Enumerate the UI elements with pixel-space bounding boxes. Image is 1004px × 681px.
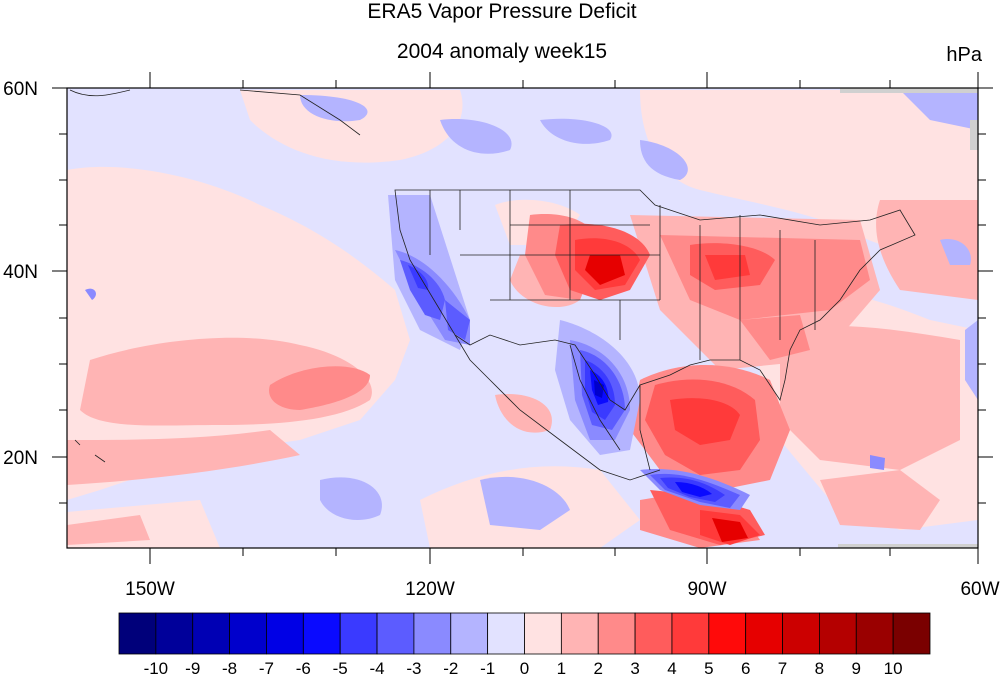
colorbar: -10 -9 -8 -7 -6 -5 -4 -3 -2 -1 0 1 2 3 4 5 6 7 8 9 10: [118, 612, 931, 678]
colorbar-tick-label: 10: [884, 659, 903, 678]
map-ticks: [52, 72, 993, 564]
colorbar-tick-label: 7: [778, 659, 787, 678]
colorbar-tick-label: -7: [259, 659, 274, 678]
colorbar-tick-label: 2: [593, 659, 602, 678]
colorbar-tick-label: 0: [520, 659, 529, 678]
units-label: hPa: [946, 44, 982, 66]
map-title: ERA5 Vapor Pressure Deficit: [367, 0, 637, 23]
colorbar-tick-label: 1: [557, 659, 566, 678]
colorbar-tick-label: 5: [704, 659, 713, 678]
colorbar-tick-label: -8: [222, 659, 237, 678]
lon-label-120w: 120W: [405, 579, 455, 600]
lon-label-90w: 90W: [687, 579, 726, 600]
colorbar-tick-label: -10: [144, 659, 169, 678]
colorbar-swatch: [118, 612, 157, 655]
colorbar-swatch: [266, 612, 304, 655]
colorbar-swatch: [302, 612, 341, 655]
map-subtitle: 2004 anomaly week15: [396, 40, 608, 63]
colorbar-tick-label: 4: [667, 659, 676, 678]
colorbar-swatch: [524, 612, 562, 655]
colorbar-swatch: [413, 612, 452, 655]
colorbar-tick-label: -9: [185, 659, 200, 678]
lat-label-40n: 40N: [3, 262, 38, 283]
colorbar-swatch: [597, 612, 636, 655]
colorbar-tick-label: 6: [741, 659, 750, 678]
lon-label-60w: 60W: [960, 579, 999, 600]
colorbar-tick-label: 9: [852, 659, 861, 678]
colorbar-swatch: [229, 612, 267, 655]
colorbar-swatch: [782, 612, 820, 655]
colorbar-tick-label: -1: [480, 659, 495, 678]
colorbar-swatch: [745, 612, 783, 655]
lon-label-150w: 150W: [125, 579, 175, 600]
colorbar-swatch: [819, 612, 857, 655]
colorbar-swatch: [487, 612, 525, 655]
colorbar-swatch: [855, 612, 894, 655]
colorbar-swatch: [671, 612, 710, 655]
colorbar-swatch: [708, 612, 747, 655]
colorbar-swatch: [560, 612, 599, 655]
anomaly-field: [67, 88, 978, 548]
colorbar-tick-label: -4: [369, 659, 384, 678]
colorbar-swatch: [892, 612, 931, 655]
colorbar-swatch: [376, 612, 415, 655]
colorbar-tick-label: -2: [443, 659, 458, 678]
colorbar-tick-label: 3: [630, 659, 639, 678]
colorbar-swatch: [450, 612, 489, 655]
colorbar-swatch: [339, 612, 378, 655]
colorbar-swatch: [192, 612, 230, 655]
colorbar-swatch: [155, 612, 194, 655]
lat-label-20n: 20N: [3, 448, 38, 469]
colorbar-tick-label: 8: [815, 659, 824, 678]
colorbar-tick-label: -6: [296, 659, 311, 678]
colorbar-tick-label: -3: [406, 659, 421, 678]
colorbar-tick-label: -5: [333, 659, 348, 678]
lat-label-60n: 60N: [3, 79, 38, 100]
colorbar-swatch: [634, 612, 673, 655]
